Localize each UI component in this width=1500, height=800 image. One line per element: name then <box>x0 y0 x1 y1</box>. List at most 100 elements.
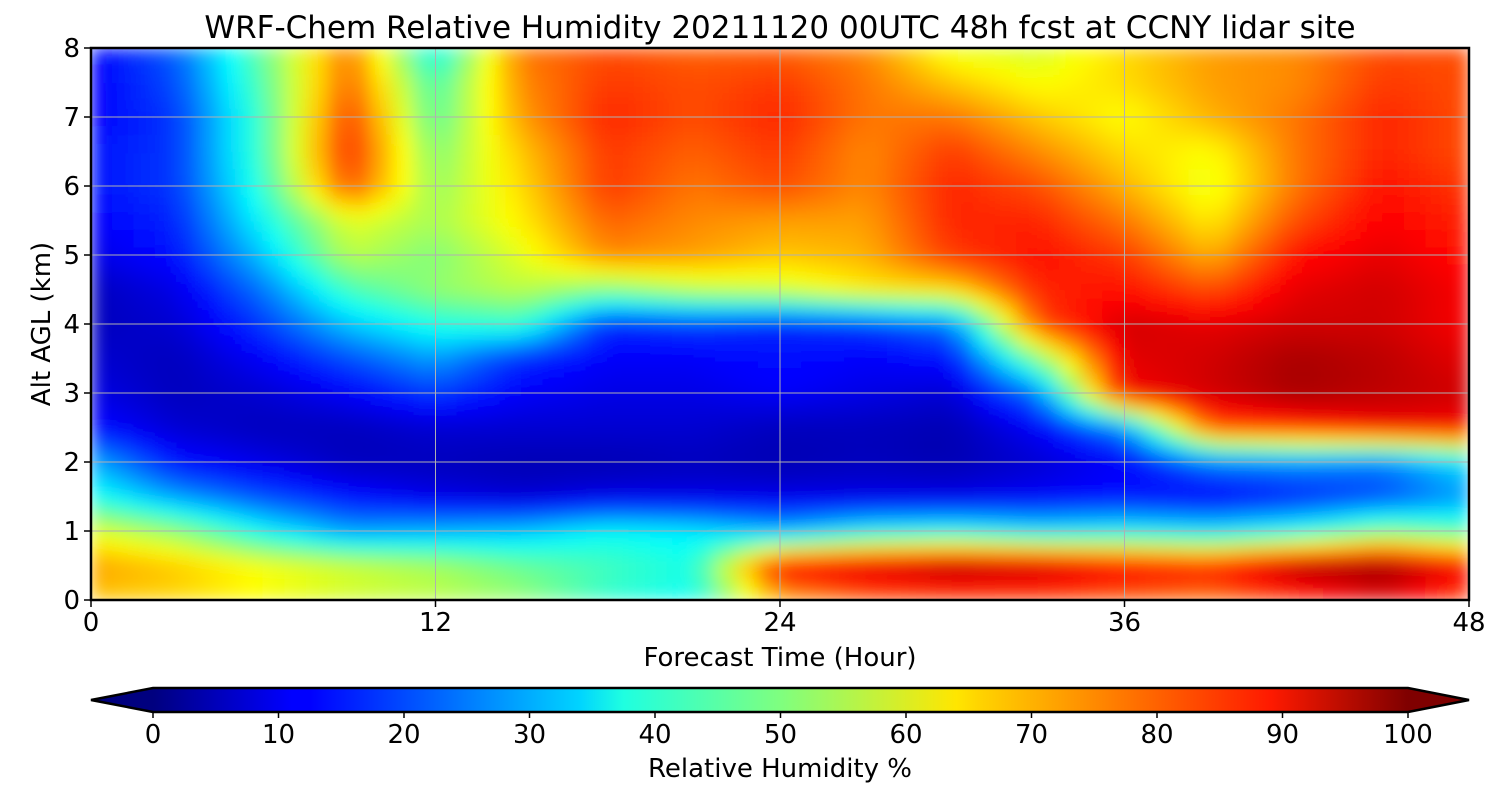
heatmap-cell <box>133 452 157 463</box>
heatmap-cell <box>800 237 824 247</box>
heatmap-cell <box>111 409 135 420</box>
heatmap-cell <box>477 564 501 575</box>
heatmap-cell <box>865 116 889 127</box>
heatmap-field <box>91 48 1469 600</box>
heatmap-cell <box>908 504 932 515</box>
heatmap-cell <box>1360 56 1384 66</box>
heatmap-cell <box>650 357 673 368</box>
heatmap-cell <box>1016 461 1039 472</box>
heatmap-cell <box>564 64 587 75</box>
heatmap-cell <box>607 495 630 506</box>
heatmap-cell <box>241 461 264 472</box>
heatmap-cell <box>262 211 286 222</box>
heatmap-cell <box>1188 513 1212 523</box>
heatmap-cell <box>1188 573 1212 584</box>
heatmap-cell <box>607 245 630 256</box>
heatmap-cell <box>843 202 867 213</box>
heatmap-cell <box>930 150 953 161</box>
heatmap-cell <box>1360 530 1384 541</box>
heatmap-cell <box>994 478 1018 489</box>
heatmap-cell <box>1059 133 1083 144</box>
heatmap-cell <box>1102 323 1126 334</box>
heatmap-cell <box>1037 573 1061 584</box>
heatmap-cell <box>951 332 975 342</box>
heatmap-cell <box>305 340 329 351</box>
heatmap-cell <box>1253 530 1276 541</box>
heatmap-cell <box>1166 461 1190 472</box>
heatmap-cell <box>628 582 652 592</box>
heatmap-cell <box>176 142 200 153</box>
heatmap-cell <box>1102 90 1126 101</box>
heatmap-cell <box>1296 56 1319 66</box>
heatmap-cell <box>800 306 824 316</box>
heatmap-cell <box>542 176 566 187</box>
heatmap-cell <box>1360 564 1384 575</box>
heatmap-cell <box>176 271 200 282</box>
heatmap-cell <box>671 99 695 109</box>
heatmap-cell <box>1016 530 1039 541</box>
heatmap-cell <box>413 159 437 170</box>
heatmap-cell <box>176 323 200 334</box>
heatmap-cell <box>1188 48 1212 58</box>
heatmap-cell <box>521 530 544 541</box>
heatmap-cell <box>1016 185 1039 196</box>
heatmap-cell <box>241 470 264 480</box>
heatmap-cell <box>111 99 135 109</box>
heatmap-cell <box>564 254 587 265</box>
heatmap-cell <box>1360 254 1384 265</box>
heatmap-cell <box>305 133 329 144</box>
heatmap-cell <box>198 237 221 247</box>
heatmap-cell <box>671 176 695 187</box>
heatmap-cell <box>1102 530 1126 541</box>
heatmap-cell <box>477 401 501 411</box>
heatmap-cell <box>1080 461 1104 472</box>
heatmap-cell <box>843 48 867 58</box>
heatmap-cell <box>607 426 630 437</box>
heatmap-cell <box>305 90 329 101</box>
heatmap-cell <box>714 228 738 239</box>
heatmap-cell <box>1210 349 1233 360</box>
heatmap-cell <box>1123 142 1147 153</box>
heatmap-cell <box>1016 271 1039 282</box>
heatmap-cell <box>133 426 157 437</box>
heatmap-cell <box>822 306 846 316</box>
heatmap-cell <box>930 375 953 385</box>
heatmap-cell <box>865 349 889 360</box>
heatmap-cell <box>1166 280 1190 291</box>
heatmap-cell <box>370 401 394 411</box>
heatmap-cell <box>1403 375 1427 385</box>
heatmap-cell <box>865 280 889 291</box>
heatmap-cell <box>327 487 350 498</box>
heatmap-cell <box>219 375 243 385</box>
heatmap-cell <box>865 521 889 532</box>
heatmap-cell <box>951 426 975 437</box>
heatmap-cell <box>736 219 760 230</box>
heatmap-cell <box>111 556 135 567</box>
heatmap-cell <box>1210 211 1233 222</box>
heatmap-cell <box>154 590 178 600</box>
heatmap-cell <box>1037 392 1061 403</box>
heatmap-cell <box>564 219 587 230</box>
heatmap-cell <box>1145 521 1169 532</box>
heatmap-cell <box>477 418 501 429</box>
heatmap-cell <box>413 401 437 411</box>
heatmap-cell <box>434 306 458 316</box>
heatmap-cell <box>736 271 760 282</box>
heatmap-cell <box>91 392 114 403</box>
heatmap-cell <box>585 254 609 265</box>
heatmap-cell <box>1360 64 1384 75</box>
heatmap-cell <box>1016 590 1039 600</box>
heatmap-cell <box>628 349 652 360</box>
heatmap-cell <box>370 211 394 222</box>
heatmap-cell <box>800 245 824 256</box>
heatmap-cell <box>585 245 609 256</box>
heatmap-cell <box>1339 116 1362 127</box>
heatmap-cell <box>1145 228 1169 239</box>
heatmap-cell <box>951 504 975 515</box>
heatmap-cell <box>370 99 394 109</box>
heatmap-cell <box>1188 64 1212 75</box>
heatmap-cell <box>671 530 695 541</box>
heatmap-cell <box>714 513 738 523</box>
heatmap-cell <box>1059 107 1083 118</box>
heatmap-cell <box>564 564 587 575</box>
